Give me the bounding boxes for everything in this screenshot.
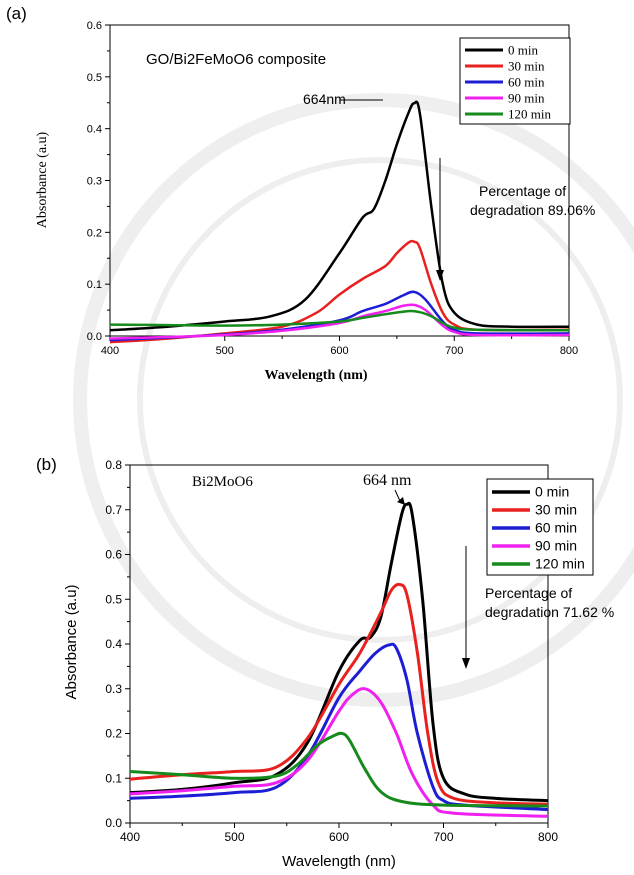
panel-b-peak-label: 664 nm [363,472,412,489]
panel-a-series-line-60-min [109,290,570,342]
panel-b-degradation-line2: degradation 71.62 % [485,604,614,620]
panel-b-series-line-30-min [129,582,549,806]
panel-b-label: (b) [36,455,57,474]
panel-b-x-tick-label: 600 [329,830,349,844]
panel-a-x-tick-label: 800 [560,345,578,357]
panel-a-series-line-30-min [109,239,570,344]
panel-a-y-tick-label: 0.5 [87,72,102,84]
panel-b-legend-label: 60 min [535,520,577,536]
panel-b-y-tick-label: 0.2 [105,727,122,741]
panel-a: (a) GO/Bi2FeMoO6 composite 400 500 600 700 8… [6,4,595,383]
panel-a-legend-label: 0 min [508,43,538,58]
panel-a-y-tick-label: 0.0 [87,331,102,343]
panel-a-degradation-line2: degradation 89.06% [470,202,595,218]
panel-a-x-tick-label: 500 [216,345,234,357]
panel-b-legend-label: 30 min [535,502,577,518]
panel-a-degradation-line1: Percentage of [479,183,566,199]
panel-b-degradation-line1: Percentage of [485,585,572,601]
panel-b-x-tick-label: 700 [433,830,453,844]
panel-b-peak-leader [394,489,401,502]
panel-a-x-tick-label: 600 [330,345,348,357]
panel-a-legend-label: 60 min [508,75,545,90]
panel-b-series-line-0-min [129,501,549,803]
panel-b-series-line-60-min [129,642,549,812]
panel-a-title: GO/Bi2FeMoO6 composite [146,51,326,68]
panel-a-y-tick-label: 0.1 [87,279,102,291]
panel-b-peak-arrowhead [397,497,405,505]
panel-a-y-axis: 0.0 0.1 0.2 0.3 0.4 0.5 0.6 [87,20,110,343]
panel-a-series-line-0-min [109,100,570,332]
panel-b-x-tick-label: 500 [224,830,244,844]
panel-b-down-arrowhead [462,658,470,669]
panel-a-legend-label: 120 min [508,107,551,122]
panel-a-y-tick-label: 0.3 [87,176,102,188]
panel-b-legend-label: 90 min [535,538,577,554]
panel-a-y-axis-title: Absorbance (a.u) [35,131,50,228]
panel-b-y-tick-label: 0.0 [105,816,122,830]
panel-b-series-lines [129,501,549,818]
panel-b: (b) Bi2MoO6 400 500 600 700 800 0.0 0.1 0.2 0.3… [36,455,614,870]
panel-b-y-tick-label: 0.3 [105,682,122,696]
panel-b-y-tick-label: 0.4 [105,637,122,651]
panel-a-y-tick-label: 0.2 [87,227,102,239]
panel-a-x-axis: 400 500 600 700 800 [101,336,578,357]
panel-b-x-tick-label: 400 [120,830,140,844]
panel-a-down-arrowhead [436,270,444,281]
panel-b-y-tick-label: 0.8 [105,458,122,472]
panel-a-y-tick-label: 0.6 [87,20,102,32]
panel-b-legend-label: 120 min [535,556,585,572]
panel-a-peak-label: 664nm [303,91,346,107]
panel-a-x-tick-label: 700 [445,345,463,357]
panel-a-series-lines [109,100,570,344]
panel-b-x-axis-title: Wavelength (nm) [282,853,396,870]
panel-a-label: (a) [6,4,27,23]
panel-b-y-tick-label: 0.1 [105,771,122,785]
panel-b-plot-frame [129,464,549,824]
panel-a-legend-label: 90 min [508,91,545,106]
panel-a-series-line-90-min [109,303,570,340]
panel-a-series-line-120-min [109,309,570,332]
panel-a-y-tick-label: 0.4 [87,124,102,136]
panel-b-y-tick-label: 0.7 [105,503,122,517]
panel-b-x-axis: 400 500 600 700 800 [120,823,558,844]
panel-b-title: Bi2MoO6 [192,474,253,490]
panel-b-y-axis: 0.0 0.1 0.2 0.3 0.4 0.5 0.6 0.7 0.8 [105,458,130,830]
panel-b-legend-label: 0 min [535,484,569,500]
panel-b-y-tick-label: 0.6 [105,548,122,562]
panel-b-y-axis-title: Absorbance (a.u) [63,584,80,699]
panel-a-x-axis-title: Wavelength (nm) [264,368,367,383]
panel-a-legend-label: 30 min [508,59,545,74]
panel-b-y-tick-label: 0.5 [105,592,122,606]
panel-a-x-tick-label: 400 [101,345,119,357]
panel-b-series-line-120-min [129,731,549,808]
panel-b-x-tick-label: 800 [538,830,558,844]
panel-b-legend: 0 min 30 min 60 min 90 min 120 min [486,478,594,576]
